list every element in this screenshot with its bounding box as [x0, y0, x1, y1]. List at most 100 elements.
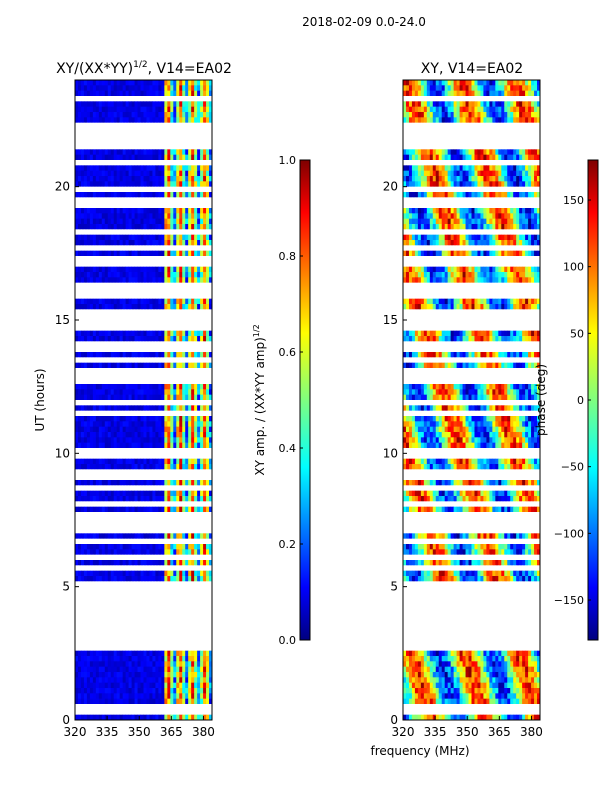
heatmap-cell	[170, 320, 174, 326]
heatmap-cell	[89, 528, 94, 534]
heatmap-cell	[173, 544, 177, 550]
heatmap-cell	[119, 645, 124, 652]
heatmap-cell	[86, 106, 91, 113]
heatmap-cell	[89, 576, 94, 582]
heatmap-cell	[92, 517, 97, 524]
heatmap-cell	[92, 224, 97, 230]
heatmap-cell	[194, 426, 198, 433]
heatmap-cell	[107, 421, 112, 428]
heatmap-cell	[152, 218, 156, 225]
heatmap-cell	[194, 170, 198, 177]
heatmap-cell	[83, 106, 88, 113]
heatmap-cell	[77, 389, 82, 396]
heatmap-cell	[137, 330, 141, 337]
heatmap-cell	[194, 133, 198, 140]
heatmap-cell	[75, 400, 79, 406]
heatmap-cell	[98, 362, 103, 369]
heatmap-cell	[170, 421, 174, 428]
heatmap-cell	[122, 197, 127, 204]
heatmap-cell	[158, 602, 162, 609]
heatmap-cell	[122, 368, 127, 374]
heatmap-cell	[179, 528, 183, 534]
heatmap-cell	[200, 234, 204, 241]
heatmap-cell	[197, 373, 201, 380]
heatmap-cell	[191, 538, 195, 545]
heatmap-cell	[75, 213, 79, 220]
heatmap-cell	[128, 330, 132, 337]
heatmap-cell	[140, 421, 144, 428]
heatmap-cell	[80, 186, 85, 193]
heatmap-cell	[134, 389, 138, 396]
heatmap-cell	[92, 352, 97, 358]
heatmap-cell	[188, 400, 192, 406]
heatmap-cell	[155, 464, 159, 470]
heatmap-cell	[137, 202, 141, 209]
heatmap-cell	[140, 330, 144, 337]
heatmap-cell	[98, 538, 103, 545]
heatmap-cell	[107, 181, 112, 188]
heatmap-cell	[209, 400, 213, 406]
heatmap-cell	[143, 416, 147, 422]
heatmap-cell	[164, 624, 168, 630]
heatmap-cell	[179, 624, 183, 630]
heatmap-cell	[185, 517, 189, 524]
heatmap-cell	[155, 501, 159, 508]
heatmap-cell	[149, 154, 153, 161]
heatmap-cell	[86, 490, 91, 497]
heatmap-cell	[164, 160, 168, 166]
heatmap-cell	[101, 197, 106, 204]
heatmap-cell	[188, 432, 192, 438]
heatmap-cell	[170, 165, 174, 172]
heatmap-cell	[113, 154, 118, 161]
heatmap-cell	[185, 474, 189, 481]
heatmap-cell	[200, 576, 204, 582]
heatmap-cell	[77, 560, 82, 566]
heatmap-cell	[75, 112, 79, 118]
heatmap-cell	[92, 85, 97, 92]
heatmap-cell	[95, 640, 100, 646]
heatmap-cell	[197, 378, 201, 385]
heatmap-cell	[92, 480, 97, 486]
heatmap-cell	[200, 538, 204, 545]
heatmap-cell	[185, 106, 189, 113]
heatmap-cell	[77, 314, 82, 321]
heatmap-cell	[92, 341, 97, 348]
heatmap-cell	[92, 384, 97, 390]
heatmap-cell	[80, 570, 85, 577]
heatmap-cell	[92, 346, 97, 353]
heatmap-cell	[197, 613, 201, 620]
heatmap-cell	[137, 229, 141, 236]
heatmap-cell	[197, 314, 201, 321]
heatmap-cell	[197, 581, 201, 588]
heatmap-cell	[206, 90, 210, 97]
heatmap-cell	[191, 234, 195, 241]
heatmap-cell	[86, 96, 91, 102]
heatmap-cell	[110, 224, 115, 230]
heatmap-cell	[164, 544, 168, 550]
heatmap-cell	[209, 560, 213, 566]
heatmap-cell	[203, 437, 207, 444]
heatmap-cell	[206, 624, 210, 630]
heatmap-cell	[176, 373, 180, 380]
heatmap-cell	[125, 442, 130, 449]
heatmap-cell	[86, 416, 91, 422]
heatmap-cell	[107, 261, 112, 268]
heatmap-cell	[137, 314, 141, 321]
heatmap-cell	[206, 634, 210, 641]
heatmap-cell	[188, 256, 192, 262]
heatmap-cell	[182, 336, 186, 342]
heatmap-cell	[101, 640, 106, 646]
heatmap-cell	[146, 128, 150, 134]
heatmap-cell	[209, 512, 213, 518]
heatmap-cell	[104, 554, 109, 561]
heatmap-cell	[161, 581, 165, 588]
heatmap-cell	[89, 544, 94, 550]
heatmap-cell	[194, 501, 198, 508]
heatmap-cell	[137, 634, 141, 641]
heatmap-cell	[104, 197, 109, 204]
heatmap-cell	[125, 394, 130, 401]
heatmap-cell	[191, 517, 195, 524]
heatmap-cell	[137, 437, 141, 444]
heatmap-cell	[149, 90, 153, 97]
heatmap-cell	[125, 346, 130, 353]
